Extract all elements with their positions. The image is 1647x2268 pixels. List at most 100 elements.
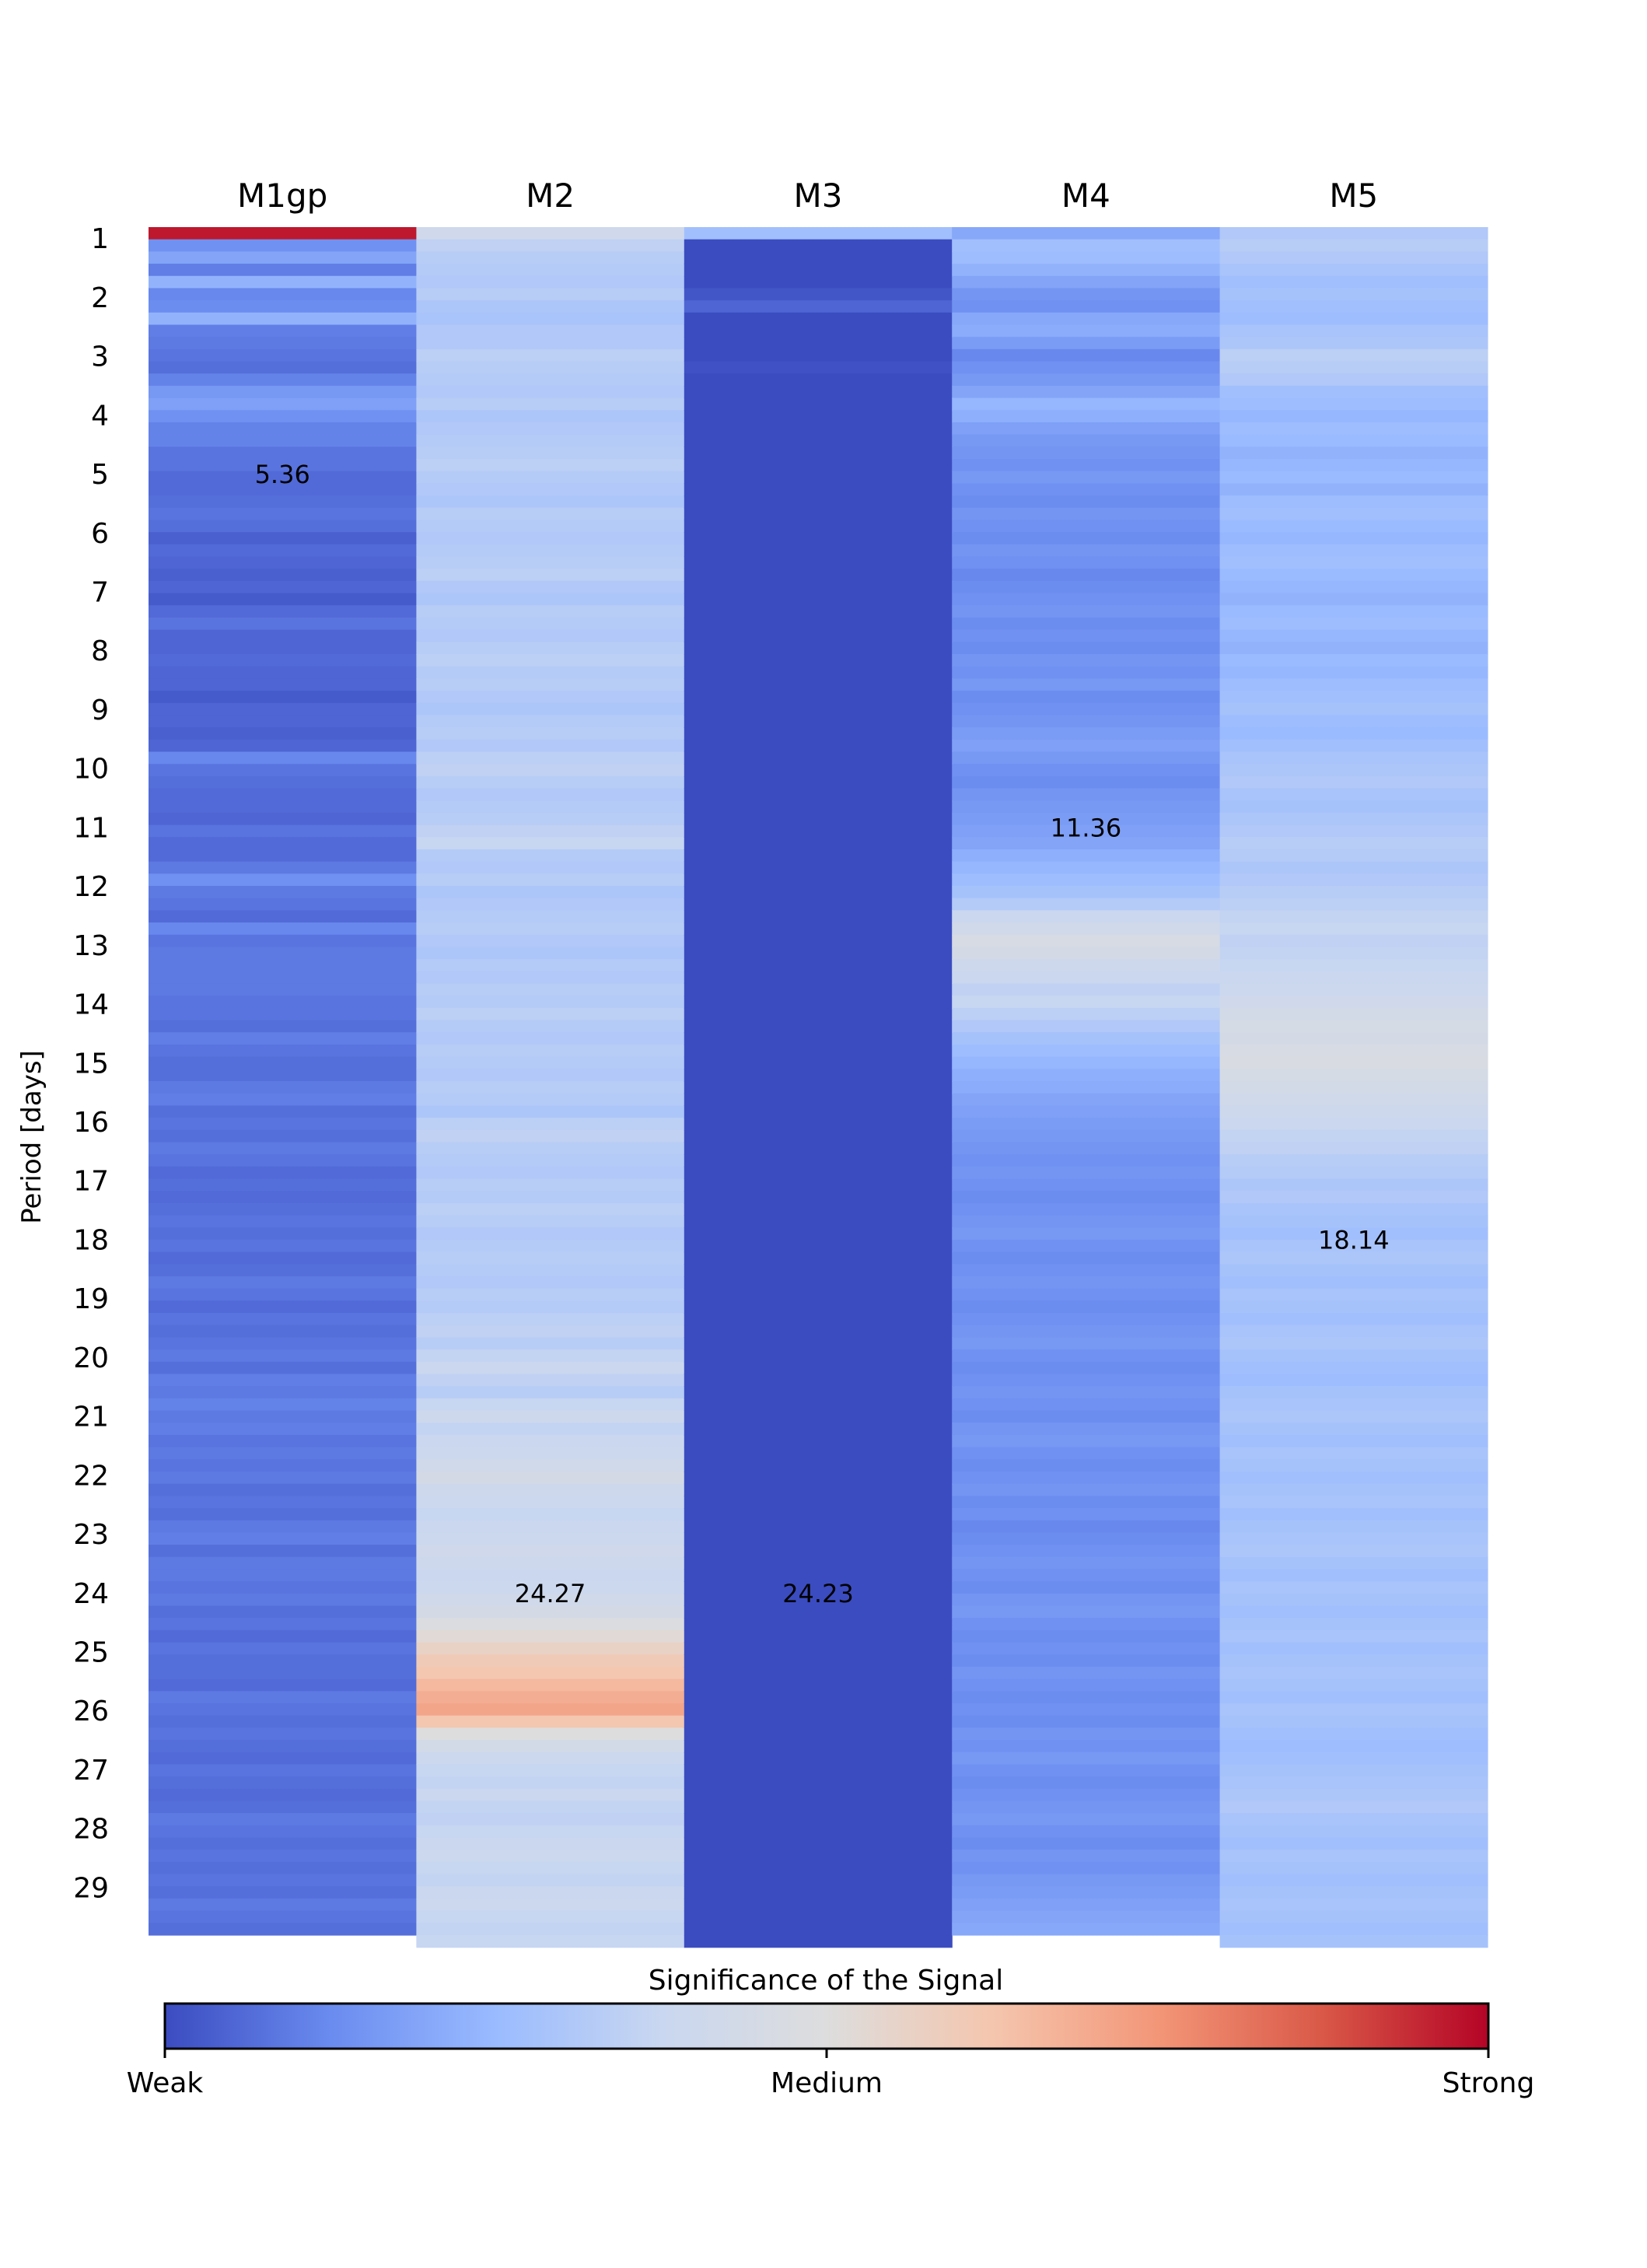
heatmap-cell — [416, 471, 685, 484]
heatmap-cell — [416, 1764, 685, 1777]
heatmap-cell — [684, 947, 953, 960]
heatmap-cell — [416, 1508, 685, 1521]
heatmap-cell — [1219, 1215, 1488, 1228]
heatmap-cell — [684, 1910, 953, 1923]
heatmap-cell — [684, 910, 953, 923]
heatmap-cell — [149, 727, 417, 740]
heatmap-cell — [952, 373, 1221, 387]
heatmap-cell — [416, 337, 685, 350]
heatmap-cell — [684, 1410, 953, 1423]
heatmap-cell — [684, 1935, 953, 1948]
heatmap-cell — [684, 1581, 953, 1594]
heatmap-cell — [149, 1593, 417, 1607]
heatmap-cell — [149, 666, 417, 679]
heatmap-cell — [149, 788, 417, 801]
heatmap-cell — [1219, 922, 1488, 936]
heatmap-cell — [149, 1496, 417, 1509]
heatmap-cell — [149, 495, 417, 509]
heatmap-cell — [952, 812, 1221, 826]
heatmap-cell — [416, 1325, 685, 1338]
heatmap-cell — [149, 1642, 417, 1655]
heatmap-cell — [416, 1935, 685, 1948]
heatmap-cell — [952, 1788, 1221, 1802]
heatmap-cell — [1219, 446, 1488, 460]
heatmap-cell — [1219, 264, 1488, 277]
y-tick-label: 6 — [91, 518, 109, 550]
heatmap-cell — [1219, 1447, 1488, 1460]
heatmap-cell — [684, 1740, 953, 1753]
heatmap-cell — [952, 1044, 1221, 1058]
heatmap-cell — [1219, 422, 1488, 436]
heatmap-cell — [149, 1264, 417, 1277]
y-tick-label: 15 — [73, 1048, 109, 1080]
heatmap-cell — [416, 1556, 685, 1570]
heatmap-cell — [1219, 1386, 1488, 1399]
heatmap-cell — [952, 1129, 1221, 1143]
heatmap-cell — [952, 1154, 1221, 1167]
colorbar-tick-label: Medium — [771, 2067, 883, 2099]
heatmap-cell — [416, 1898, 685, 1912]
heatmap-cell — [684, 1545, 953, 1558]
heatmap-cell — [149, 1813, 417, 1826]
y-tick-label: 20 — [73, 1342, 109, 1374]
heatmap-cell — [684, 617, 953, 631]
y-tick-label: 28 — [73, 1814, 109, 1846]
y-tick-label: 10 — [73, 754, 109, 786]
heatmap-cell — [416, 275, 685, 289]
heatmap-cell — [684, 1666, 953, 1680]
heatmap-cell — [684, 1788, 953, 1802]
heatmap-cell — [684, 1032, 953, 1045]
heatmap-cell — [952, 1069, 1221, 1082]
heatmap-cell — [952, 1483, 1221, 1496]
heatmap-cell — [684, 1715, 953, 1728]
heatmap-cell — [416, 1861, 685, 1875]
heatmap-cell — [416, 1740, 685, 1753]
heatmap-cell — [1219, 410, 1488, 423]
heatmap-cell — [684, 1300, 953, 1314]
heatmap-cell — [684, 959, 953, 972]
heatmap-cell — [149, 532, 417, 545]
heatmap-cell — [149, 1215, 417, 1228]
heatmap-cell — [952, 947, 1221, 960]
heatmap-cell — [149, 1508, 417, 1521]
heatmap-cell — [149, 337, 417, 350]
heatmap-cell — [149, 239, 417, 252]
heatmap-cell — [1219, 1288, 1488, 1301]
heatmap-cell — [416, 1703, 685, 1717]
heatmap-cell — [952, 1142, 1221, 1155]
heatmap-cell — [1219, 1654, 1488, 1668]
heatmap-cell — [149, 1093, 417, 1106]
heatmap-cell — [1219, 886, 1488, 899]
heatmap-cell — [1219, 666, 1488, 679]
heatmap-cell — [416, 1032, 685, 1045]
heatmap-cell — [1219, 1801, 1488, 1814]
heatmap-cell — [684, 1093, 953, 1106]
heatmap-cell — [684, 471, 953, 484]
heatmap-cell — [1219, 1227, 1488, 1241]
heatmap-cell — [952, 739, 1221, 753]
heatmap-cell — [952, 849, 1221, 863]
heatmap-cell — [684, 849, 953, 863]
heatmap-cell — [1219, 1056, 1488, 1069]
heatmap-cell — [416, 288, 685, 301]
heatmap-cell — [416, 947, 685, 960]
heatmap-cell — [149, 1459, 417, 1472]
heatmap-cell — [416, 1520, 685, 1533]
heatmap-cell — [416, 556, 685, 569]
heatmap-cell — [149, 1423, 417, 1436]
heatmap-cell — [149, 300, 417, 313]
heatmap-cell — [952, 654, 1221, 667]
y-tick-label: 19 — [73, 1283, 109, 1315]
heatmap-cell — [952, 983, 1221, 996]
heatmap-cell — [149, 910, 417, 923]
heatmap-cell — [149, 1861, 417, 1875]
y-tick-label: 21 — [73, 1402, 109, 1433]
heatmap-cell — [149, 324, 417, 338]
heatmap-cell — [952, 605, 1221, 618]
heatmap-cell — [416, 1288, 685, 1301]
heatmap-cell — [416, 1361, 685, 1375]
heatmap-cell — [684, 1215, 953, 1228]
heatmap-cell — [149, 654, 417, 667]
heatmap-cell — [149, 812, 417, 826]
heatmap-cell — [416, 1715, 685, 1728]
